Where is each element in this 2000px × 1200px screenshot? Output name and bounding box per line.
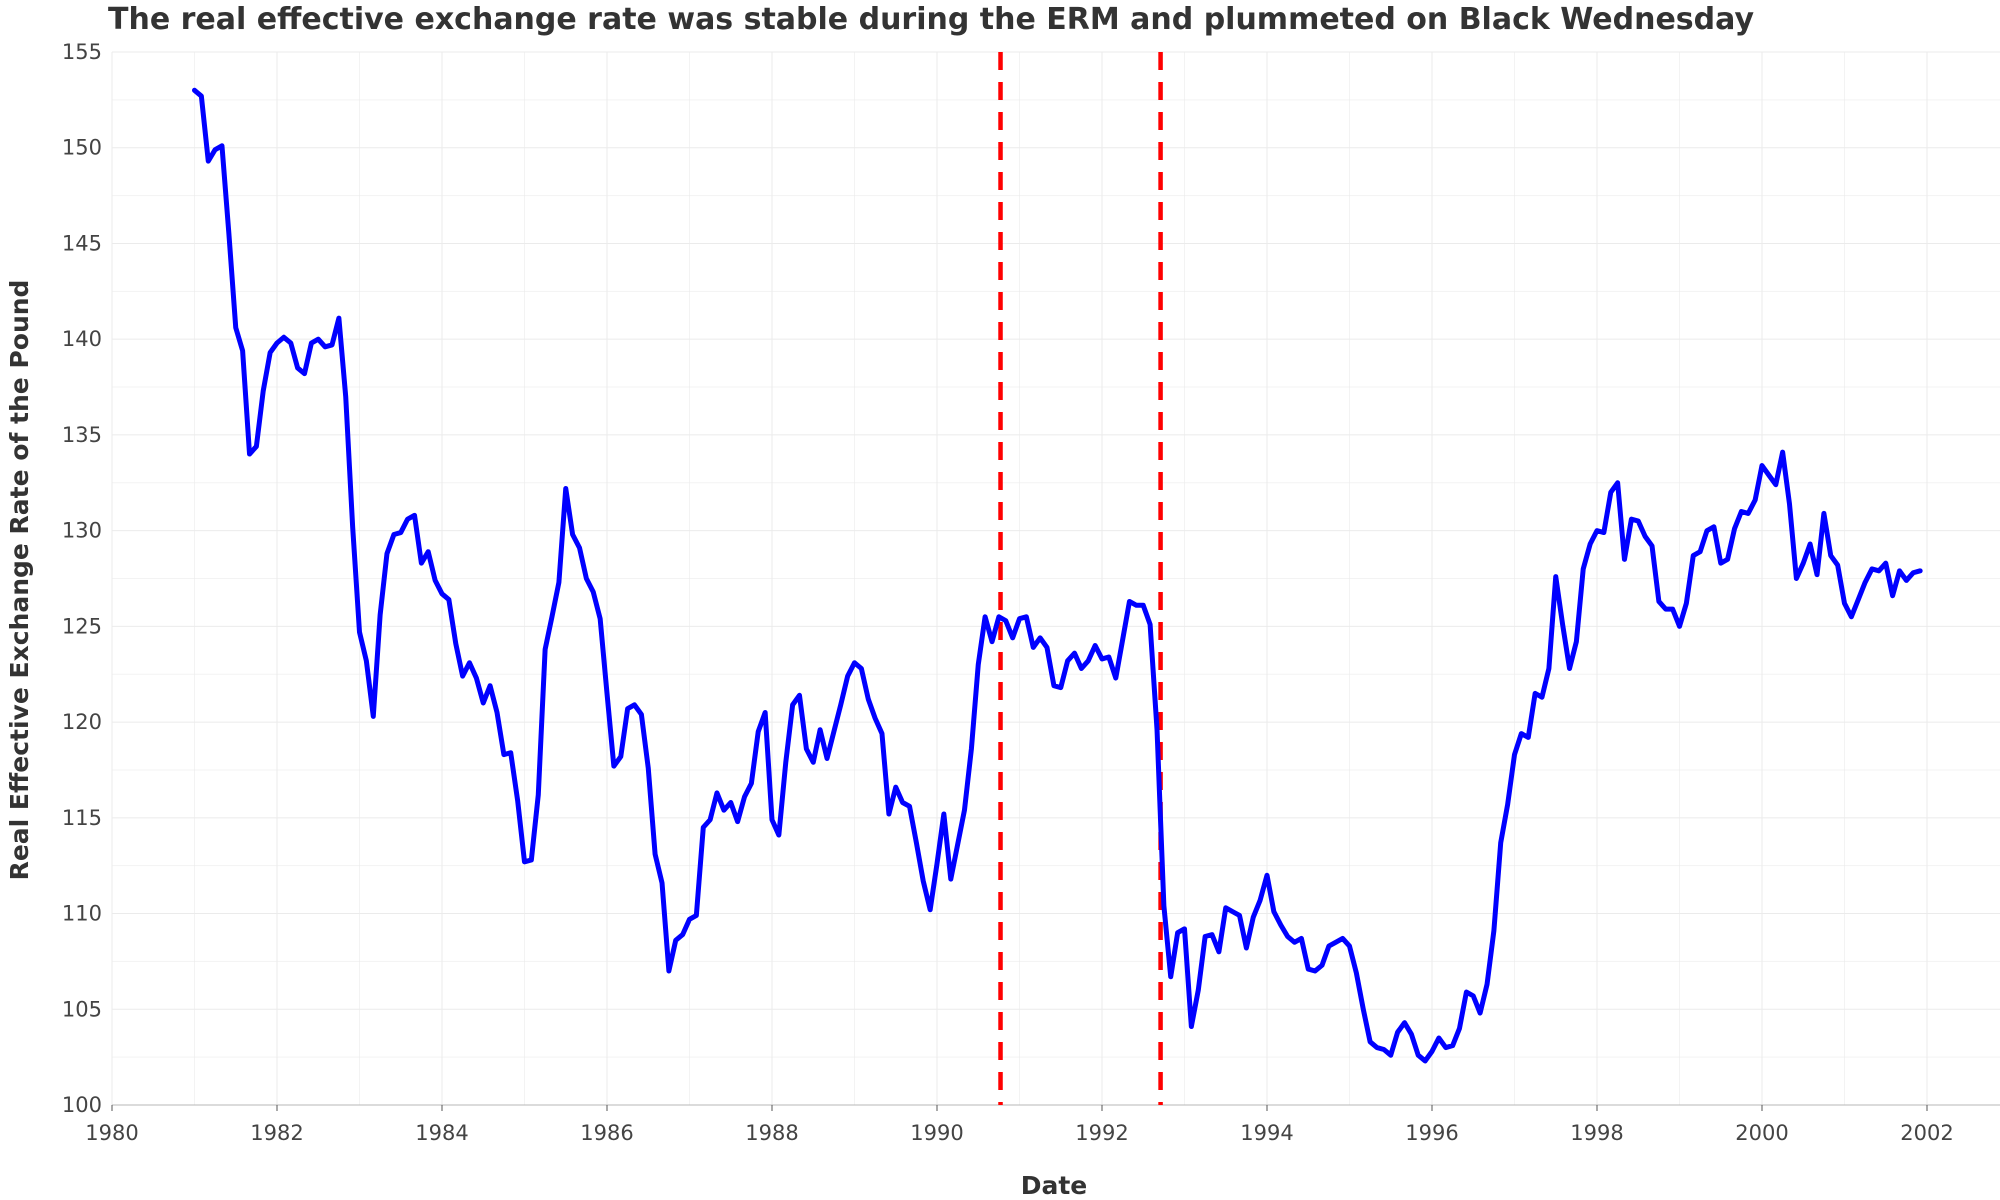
y-tick-label: 130	[62, 519, 102, 543]
y-tick-label: 145	[62, 231, 102, 255]
x-tick-label: 1990	[910, 1121, 963, 1145]
y-tick-label: 110	[62, 902, 102, 926]
x-tick-label: 1988	[745, 1121, 798, 1145]
series-layer	[192, 87, 1923, 1064]
y-tick-label: 105	[62, 997, 102, 1021]
x-tick-label: 1980	[85, 1121, 138, 1145]
axes: 100 105 110 115 120 125 130 135 140 145 150 155 1980…	[62, 40, 2000, 1145]
x-tick-label: 1994	[1240, 1121, 1293, 1145]
reference-lines	[998, 52, 1163, 1105]
y-tick-label: 135	[62, 423, 102, 447]
x-tick-label: 1984	[415, 1121, 468, 1145]
chart-title: The real effective exchange rate was sta…	[108, 2, 1755, 37]
x-tick-label: 2002	[1900, 1121, 1953, 1145]
y-tick-label: 100	[62, 1093, 102, 1117]
x-tick-label: 1992	[1075, 1121, 1128, 1145]
y-tick-label: 120	[62, 710, 102, 734]
y-tick-label: 125	[62, 614, 102, 638]
y-tick-label: 150	[62, 136, 102, 160]
x-axis-title: Date	[1021, 1171, 1088, 1200]
y-tick-label: 115	[62, 806, 102, 830]
series-line	[192, 87, 1923, 1064]
x-tick-label: 1998	[1570, 1121, 1623, 1145]
y-tick-label: 155	[62, 40, 102, 64]
y-axis-title: Real Effective Exchange Rate of the Poun…	[5, 280, 34, 881]
gridlines	[111, 51, 2000, 1106]
x-tick-label: 1982	[250, 1121, 303, 1145]
x-tick-label: 1996	[1405, 1121, 1458, 1145]
y-tick-label: 140	[62, 327, 102, 351]
x-tick-label: 1986	[580, 1121, 633, 1145]
x-tick-label: 2000	[1735, 1121, 1788, 1145]
